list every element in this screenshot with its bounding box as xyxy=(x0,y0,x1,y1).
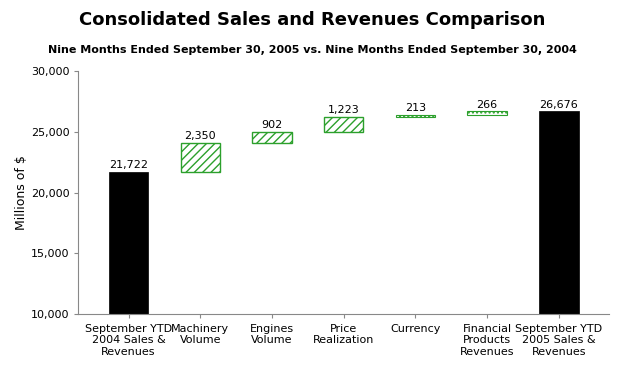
Text: Consolidated Sales and Revenues Comparison: Consolidated Sales and Revenues Comparis… xyxy=(79,11,545,29)
Text: 213: 213 xyxy=(405,103,426,113)
Text: 1,223: 1,223 xyxy=(328,106,359,115)
Bar xyxy=(109,171,149,314)
Bar xyxy=(539,112,578,314)
Bar xyxy=(324,117,363,132)
Bar xyxy=(252,132,292,143)
Text: 26,676: 26,676 xyxy=(539,100,578,110)
Text: 902: 902 xyxy=(261,120,283,130)
Text: 21,722: 21,722 xyxy=(109,160,148,170)
Y-axis label: Millions of $: Millions of $ xyxy=(15,155,28,230)
Text: 2,350: 2,350 xyxy=(185,131,216,141)
Bar xyxy=(467,112,507,115)
Text: Nine Months Ended September 30, 2005 vs. Nine Months Ended September 30, 2004: Nine Months Ended September 30, 2005 vs.… xyxy=(47,45,577,55)
Text: 266: 266 xyxy=(477,100,498,110)
Bar xyxy=(180,143,220,171)
Bar xyxy=(396,115,435,117)
